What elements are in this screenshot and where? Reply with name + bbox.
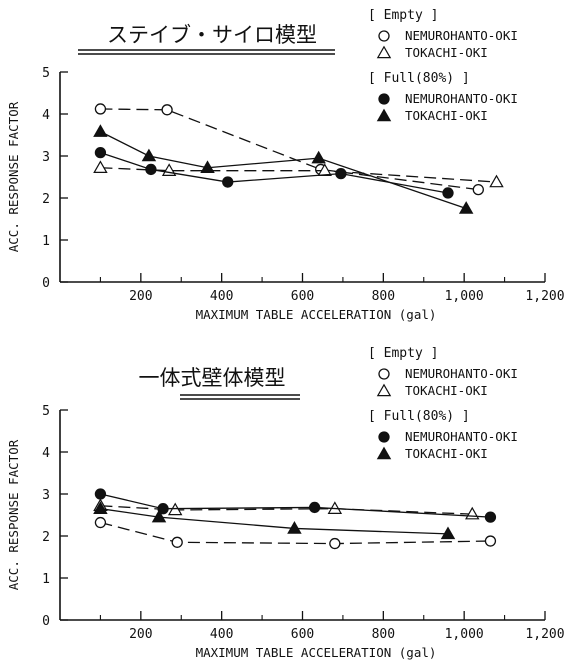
series-line — [100, 493, 491, 518]
x-axis-label: MAXIMUM TABLE ACCELERATION (gal) — [196, 307, 437, 322]
data-point — [145, 163, 157, 176]
legend-marker — [376, 383, 392, 397]
legend-entry-label: TOKACHI-OKI — [405, 45, 488, 60]
chart-title: ステイブ・サイロ模型 — [107, 23, 317, 47]
series-filled-triangle — [93, 501, 456, 540]
legend-marker — [378, 368, 390, 380]
data-point — [171, 536, 183, 548]
data-point — [287, 521, 302, 534]
y-tick-label: 2 — [42, 192, 50, 207]
x-tick-label: 1,200 — [525, 289, 564, 304]
data-point — [472, 183, 484, 196]
data-point — [157, 503, 169, 515]
data-point — [222, 176, 234, 188]
legend-entry-label: TOKACHI-OKI — [405, 446, 488, 461]
x-tick-label: 600 — [291, 289, 314, 304]
data-point — [151, 509, 167, 523]
data-point — [308, 501, 321, 514]
legend-entry-label: TOKACHI-OKI — [405, 108, 488, 123]
x-tick-label: 1,200 — [525, 627, 564, 642]
x-tick-label: 400 — [210, 289, 233, 304]
series-line — [100, 508, 449, 535]
legend-marker — [376, 108, 392, 122]
series-line — [100, 521, 491, 545]
legend: [ Empty ] NEMUROHANTO-OKI TOKACHI-OKI [ Ful… — [368, 8, 518, 123]
data-point — [335, 167, 347, 180]
legend-marker — [376, 446, 392, 460]
legend-entry-label: NEMUROHANTO-OKI — [405, 366, 518, 381]
series-line — [100, 167, 497, 183]
series-line — [100, 505, 473, 515]
series-filled-circle — [94, 488, 497, 523]
x-tick-label: 200 — [129, 627, 152, 642]
data-point — [94, 488, 107, 500]
data-point — [93, 501, 108, 514]
legend: [ Empty ] NEMUROHANTO-OKI TOKACHI-OKI [ Ful… — [368, 346, 518, 461]
y-tick-label: 1 — [42, 234, 50, 249]
legend-group-label: [ Full(80%) ] — [368, 71, 470, 86]
chart-title: 一体式壁体模型 — [139, 366, 286, 390]
legend-entry-label: NEMUROHANTO-OKI — [405, 28, 518, 43]
data-point — [141, 148, 157, 162]
y-tick-label: 3 — [42, 488, 50, 503]
legend-entry-label: NEMUROHANTO-OKI — [405, 91, 518, 106]
data-point — [311, 150, 326, 164]
legend-marker — [376, 45, 392, 59]
legend-entry-label: NEMUROHANTO-OKI — [405, 429, 518, 444]
x-tick-label: 400 — [210, 627, 233, 642]
y-tick-label: 4 — [42, 108, 50, 123]
x-tick-label: 600 — [291, 627, 314, 642]
y-axis-label: ACC. RESPONSE FACTOR — [6, 439, 21, 590]
legend-marker — [378, 431, 390, 443]
x-tick-label: 1,000 — [445, 289, 484, 304]
data-point — [94, 516, 107, 529]
legend-marker — [378, 93, 390, 105]
data-point — [93, 124, 108, 137]
data-point — [94, 146, 107, 159]
legend-group-label: [ Empty ] — [368, 8, 438, 23]
data-point — [329, 537, 341, 550]
y-tick-label: 0 — [42, 614, 50, 629]
data-point — [200, 160, 215, 174]
data-point — [484, 535, 497, 547]
chart-panel-2: 一体式壁体模型 0 1 2 3 4 5 200 400 600 800 1,000 1,200 MAXIM… — [6, 346, 565, 660]
y-axis-label: ACC. RESPONSE FACTOR — [6, 101, 21, 252]
data-point — [94, 103, 107, 115]
series-open-triangle — [93, 160, 504, 188]
chart-panel-1: ステイブ・サイロ模型 0 1 2 3 4 5 200 400 600 800 1,000 1,200 MA… — [6, 8, 565, 322]
legend-entry-label: TOKACHI-OKI — [405, 383, 488, 398]
data-point — [442, 187, 454, 199]
y-tick-label: 5 — [42, 404, 50, 419]
legend-group-label: [ Empty ] — [368, 346, 438, 361]
series-filled-circle — [94, 146, 454, 199]
y-tick-label: 2 — [42, 530, 50, 545]
legend-group-label: [ Full(80%) ] — [368, 409, 470, 424]
data-point — [440, 526, 456, 540]
x-tick-label: 1,000 — [445, 627, 484, 642]
y-tick-label: 4 — [42, 446, 50, 461]
y-tick-label: 3 — [42, 150, 50, 165]
y-tick-label: 0 — [42, 276, 50, 291]
data-point — [458, 201, 474, 214]
data-point — [489, 174, 504, 188]
x-axis-label: MAXIMUM TABLE ACCELERATION (gal) — [196, 645, 437, 660]
y-tick-label: 1 — [42, 572, 50, 587]
y-tick-label: 5 — [42, 66, 50, 81]
x-tick-label: 200 — [129, 289, 152, 304]
series-line — [100, 108, 479, 191]
data-point — [161, 104, 173, 116]
x-tick-label: 800 — [372, 289, 395, 304]
x-tick-label: 800 — [372, 627, 395, 642]
series-filled-triangle — [93, 124, 474, 214]
legend-marker — [378, 30, 390, 42]
data-point — [93, 160, 108, 174]
data-point — [484, 511, 497, 523]
series-open-circle — [94, 516, 497, 550]
